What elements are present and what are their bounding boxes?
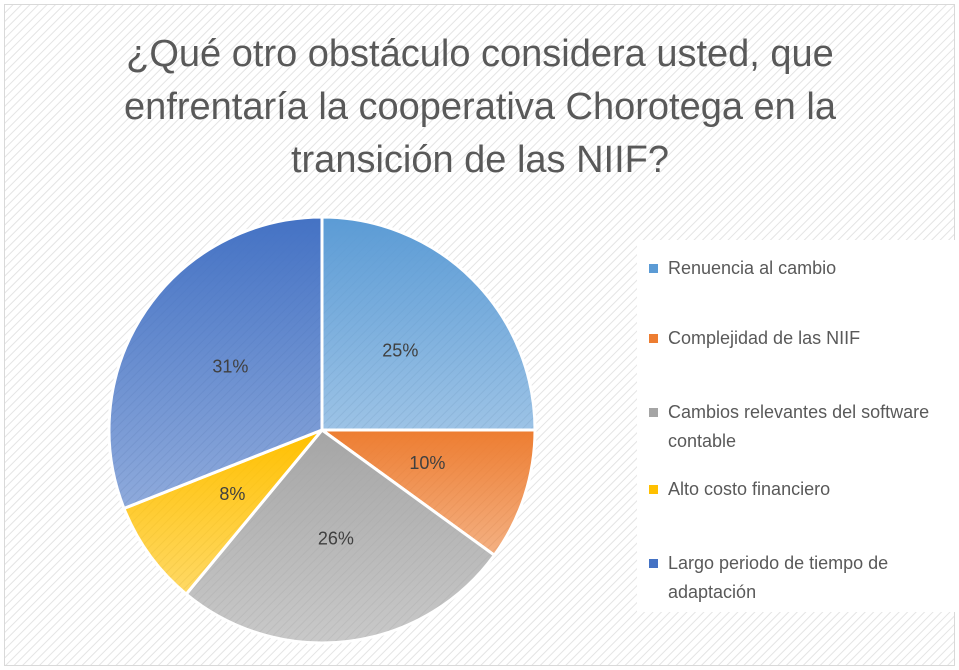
data-label: 25% bbox=[382, 340, 418, 360]
legend: Renuencia al cambio Complejidad de las NI… bbox=[637, 240, 955, 612]
legend-label: Alto costo financiero bbox=[668, 479, 831, 499]
legend-item: Largo periodo de tiempo de adaptación bbox=[649, 549, 949, 607]
pie-slice bbox=[122, 428, 324, 597]
pie-slice bbox=[184, 427, 497, 645]
chart-title: ¿Qué otro obstáculo considera usted, que… bbox=[124, 33, 836, 181]
data-label: 8% bbox=[219, 484, 245, 504]
legend-swatch bbox=[649, 485, 658, 494]
legend-swatch bbox=[649, 559, 658, 568]
legend-item: Complejidad de las NIIF bbox=[649, 324, 949, 353]
legend-swatch bbox=[649, 334, 658, 343]
legend-label: Complejidad de las NIIF bbox=[668, 328, 861, 348]
legend-label: Largo periodo de tiempo de adaptación bbox=[668, 553, 889, 602]
data-label: 31% bbox=[212, 356, 248, 376]
legend-item: Cambios relevantes del software contable bbox=[649, 398, 949, 456]
pie-slice bbox=[107, 215, 324, 511]
pie-slice bbox=[317, 428, 537, 558]
data-label: 10% bbox=[409, 453, 445, 473]
pie-slice bbox=[320, 215, 537, 432]
legend-label: Renuencia al cambio bbox=[668, 258, 837, 278]
legend-swatch bbox=[649, 408, 658, 417]
legend-swatch bbox=[649, 264, 658, 273]
legend-item: Renuencia al cambio bbox=[649, 254, 949, 283]
data-label: 26% bbox=[318, 529, 354, 549]
legend-label: Cambios relevantes del software contable bbox=[668, 402, 930, 451]
legend-item: Alto costo financiero bbox=[649, 475, 949, 504]
